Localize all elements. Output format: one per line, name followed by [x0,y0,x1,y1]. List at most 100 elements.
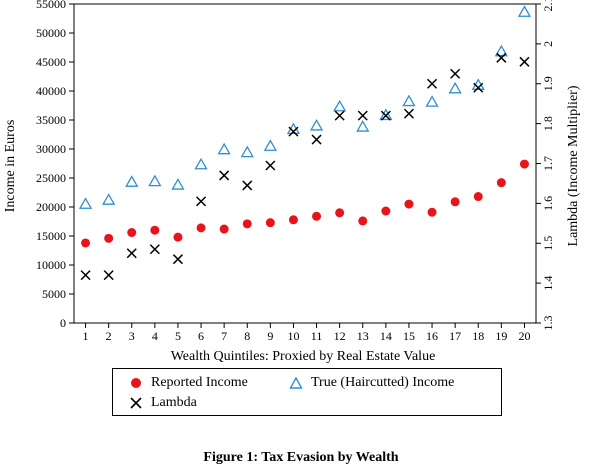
lambda-point-stroke [103,270,114,281]
x-tick-label: 6 [198,329,204,343]
lambda-point [265,160,276,171]
y-left-tick-label: 15000 [36,229,66,243]
data-marks [78,5,532,281]
plot-frame [73,3,537,324]
true-income-point [356,120,370,132]
legend-x-icon [130,397,142,409]
y-right-tick-label: 1.7 [541,156,555,171]
reported-income-point [381,206,391,216]
lambda-point [311,134,322,145]
lambda-point-stroke [427,78,438,89]
y-left-tick-label: 20000 [36,200,66,214]
x-tick-label: 18 [472,329,484,343]
x-tick-label: 14 [380,329,392,343]
y-right-tick-label: 1.9 [541,76,555,91]
y-right-tick-label: 1.4 [541,276,555,291]
lambda-point-stroke [196,196,207,207]
true-income-point [171,178,185,190]
reported-income-point [173,232,183,242]
x-tick-label: 11 [311,329,323,343]
lambda-point-stroke [450,68,461,79]
reported-income-point [242,219,252,229]
lambda-point-stroke [149,244,160,255]
true-income-point [102,193,116,205]
reported-income-point [312,211,322,221]
lambda-point [473,82,484,93]
lambda-point-stroke [380,110,391,121]
lambda-point [196,196,207,207]
true-income-point [217,142,231,155]
lambda-point-stroke [219,170,230,181]
reported-income-point [219,224,229,234]
lambda-point [172,254,183,265]
y-left-tick-label: 55000 [36,0,66,11]
right-axis: 1.3 1.4 1.5 1.6 1.7 1.8 1.9 2 2.1 [536,0,555,331]
x-tick-label: 16 [426,329,438,343]
lambda-point-stroke [334,110,345,121]
true-income-point [309,118,324,131]
lambda-point-stroke [265,160,276,171]
reported-income-point [288,215,298,225]
lambda-point [403,108,414,119]
lambda-point-stroke [80,270,91,281]
lambda-point [149,244,160,255]
x-axis: 1 2 3 4 5 6 7 8 9 10 11 12 13 14 15 16 17 18 19 20 [83,323,530,343]
x-tick-label: 17 [449,329,461,343]
lambda-point-stroke [126,248,137,259]
lambda-point [450,68,461,79]
true-income-point [402,94,416,107]
x-tick-label: 9 [267,329,273,343]
y-axis-right-label: Lambda (Income Multiplier) [566,85,581,246]
true-income-point [194,157,208,170]
legend-circle-icon [131,378,141,388]
y-axis-left-label: Income in Euros [3,120,18,213]
lambda-point-stroke [288,126,299,137]
lambda-point-stroke [357,110,368,121]
reported-income-point [427,207,437,217]
true-income-point [333,99,347,112]
reported-income-point [519,159,529,169]
lambda-point [496,52,507,63]
reported-income-point [358,216,368,226]
true-income-point [379,108,393,121]
lambda-point [242,180,253,191]
reported-income-point [265,218,275,228]
reported-income-point [404,199,414,209]
true-income-point [425,95,439,107]
y-right-tick-label: 1.8 [541,116,555,131]
lambda-point [80,270,91,281]
x-tick-label: 20 [518,329,530,343]
y-right-tick-label: 2.1 [541,0,555,12]
y-left-tick-label: 40000 [36,84,66,98]
x-tick-label: 7 [221,329,227,343]
true-income-point [240,145,254,158]
lambda-point [427,78,438,89]
lambda-point-stroke [496,52,507,63]
x-tick-label: 12 [334,329,346,343]
lambda-point-stroke [311,134,322,145]
true-income-point [125,175,139,187]
reported-income-point [196,223,206,233]
x-tick-label: 5 [175,329,181,343]
plot-border [73,3,537,324]
x-tick-label: 4 [152,329,158,343]
reported-income-point [450,197,460,207]
legend-label-true: True (Haircutted) Income [311,375,455,390]
y-left-tick-label: 10000 [36,258,66,272]
true-income-point [148,174,162,187]
y-right-tick-label: 1.3 [541,316,555,331]
legend-item-reported: Reported Income [129,375,248,391]
y-left-tick-label: 45000 [36,55,66,69]
x-tick-label: 8 [244,329,250,343]
true-income-point [448,81,462,94]
true-income-point [494,44,508,57]
lambda-point-stroke [172,254,183,265]
reported-income-point [150,225,160,235]
x-tick-label: 1 [83,329,89,343]
reported-income-point [473,192,483,202]
y-left-tick-label: 5000 [42,287,66,301]
y-left-tick-label: 35000 [36,113,66,127]
x-tick-label: 15 [403,329,415,343]
legend-item-true: True (Haircutted) Income [289,375,454,391]
